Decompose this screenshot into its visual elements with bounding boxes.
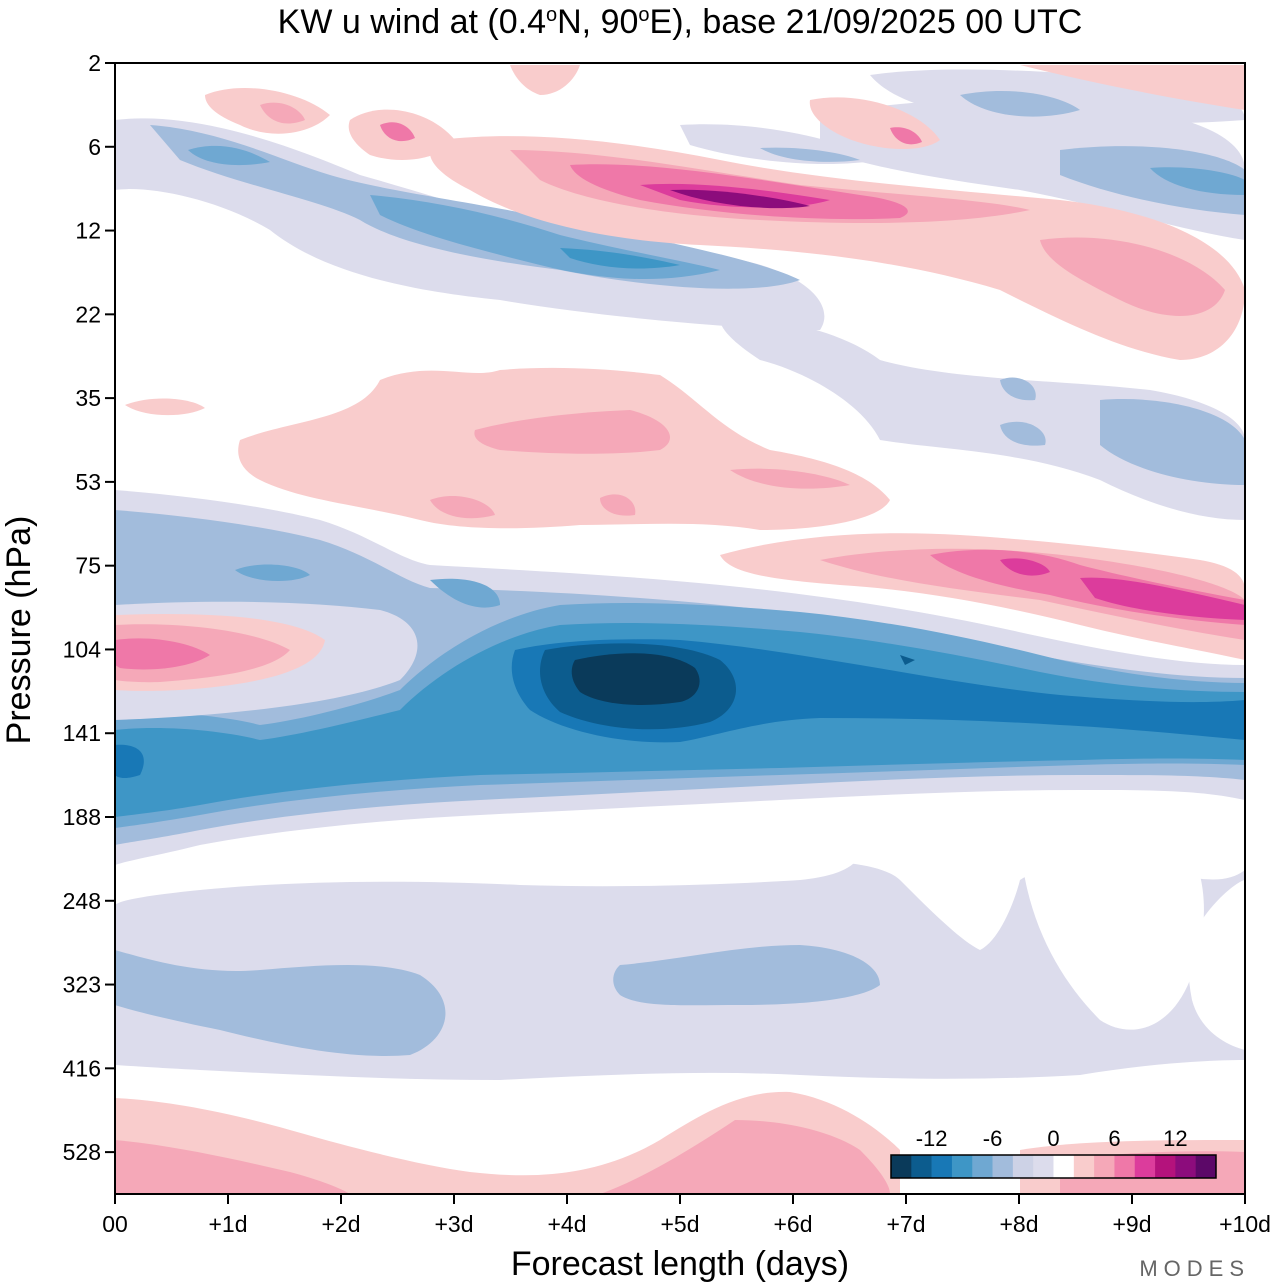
colorbar-swatch [891,1155,912,1178]
contour-region [1020,65,1245,110]
colorbar-swatch [911,1155,932,1178]
colorbar-tick-label: 0 [1047,1126,1059,1151]
y-axis-title: Pressure (hPa) [0,516,38,745]
x-tick-label: 00 [102,1211,128,1237]
y-tick-label: 75 [75,553,101,579]
x-tick-label: +5d [660,1211,699,1237]
contour-region [115,950,446,1056]
contour-region [571,653,700,705]
y-tick-label: 22 [75,301,101,327]
contour-region [670,189,810,209]
y-tick-label: 248 [63,888,101,914]
contour-region [430,578,500,608]
contour-region [730,468,850,489]
contour-region [890,127,922,145]
contour-region [1040,237,1225,317]
x-axis-title: Forecast length (days) [511,1245,849,1283]
y-tick-label: 188 [63,804,101,830]
colorbar-swatch [931,1155,953,1178]
y-tick-label: 323 [63,972,101,998]
x-tick-label: +9d [1112,1211,1151,1237]
contour-region [1000,558,1050,576]
colorbar-swatch [972,1155,993,1178]
colorbar-swatch [1053,1155,1075,1178]
x-tick-label: +8d [999,1211,1038,1237]
contour-fills [115,65,1245,1194]
contour-region [150,125,800,289]
contour-region [1150,167,1245,195]
contour-region [1100,399,1245,485]
colorbar-swatch [1195,1155,1217,1178]
colorbar: -12 -6 0 6 12 [890,1126,1217,1179]
y-tick-label: 528 [63,1139,101,1165]
y-tick-label: 12 [75,218,101,244]
x-tick-label: +1d [208,1211,247,1237]
contour-region [930,844,1012,942]
y-tick-label: 141 [63,720,101,746]
colorbar-swatch [1033,1155,1054,1178]
colorbar-swatch [1155,1155,1176,1178]
x-axis: 00 +1d +2d +3d +4d +5d +6d +7d +8d +9d +10d [102,1194,1271,1237]
colorbar-frame [890,1154,1217,1179]
x-tick-label: +2d [321,1211,360,1237]
x-tick-label: +4d [547,1211,586,1237]
modes-watermark: MODES [1139,1256,1250,1281]
contour-region [115,1140,350,1194]
colorbar-tick-label: 6 [1108,1126,1120,1151]
chart-title: KW u wind at (0.4oN, 90oE), base 21/09/2… [278,3,1083,41]
contour-region [719,310,1245,520]
contour-region [1080,577,1245,620]
colorbar-swatch [951,1155,973,1178]
contour-region [260,102,305,124]
contour-region [115,638,210,670]
y-tick-label: 416 [63,1055,101,1081]
contour-region [510,65,580,95]
y-tick-label: 6 [88,134,101,160]
contour-region [115,744,144,779]
colorbar-swatch [1134,1155,1156,1178]
contour-region [115,825,863,905]
x-tick-label: +6d [773,1211,812,1237]
y-tick-label: 2 [88,50,101,76]
contour-region [188,145,270,166]
contour-region [960,90,1080,117]
contour-region [380,122,415,142]
contour-region [235,564,310,582]
y-axis: 2 6 12 22 35 53 75 104 141 188 248 323 416 528 [63,50,115,1165]
contour-region [820,548,1245,640]
y-tick-label: 104 [63,636,102,662]
contour-region [1060,146,1245,215]
colorbar-swatch [1114,1155,1136,1178]
colorbar-swatch [1175,1155,1196,1178]
x-tick-label: +7d [886,1211,925,1237]
contour-region [1188,880,1245,1050]
colorbar-swatch [992,1155,1014,1178]
colorbar-swatch [1073,1155,1095,1178]
contour-region [125,398,205,416]
contour-region [613,945,880,1006]
contour-region [430,495,495,519]
contour-region [560,248,680,269]
contour-region [474,410,670,454]
colorbar-swatch [1094,1155,1115,1178]
colorbar-tick-label: 12 [1163,1126,1187,1151]
contour-region [1000,377,1036,401]
x-tick-label: +3d [434,1211,473,1237]
contour-region [1000,421,1046,446]
contour-region [600,1120,890,1194]
colorbar-swatch [1012,1155,1034,1178]
x-tick-label: +10d [1219,1211,1271,1237]
contour-region [1020,805,1204,1030]
y-tick-label: 35 [75,385,101,411]
colorbar-tick-label: -12 [916,1126,948,1151]
colorbar-tick-label: -6 [983,1126,1003,1151]
contour-region [900,655,915,665]
contour-region [760,147,860,162]
y-tick-label: 53 [75,469,101,495]
contour-region [600,494,636,516]
